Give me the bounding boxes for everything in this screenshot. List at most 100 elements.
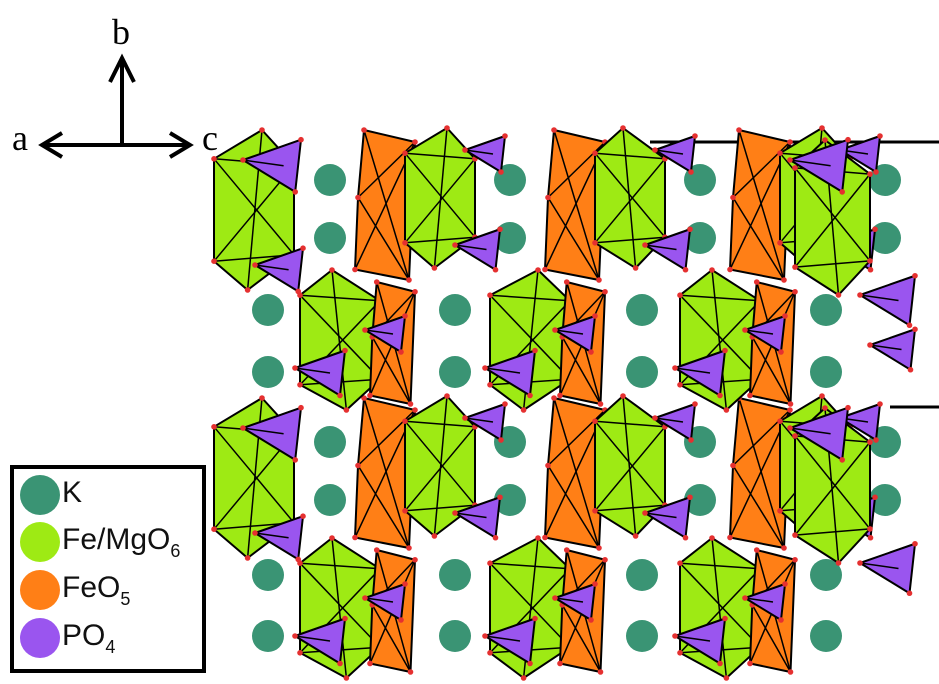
feo5-polyhedron-edge: [751, 604, 792, 673]
oxygen-atom: [412, 288, 418, 295]
femgo6-octahedron-edge: [433, 395, 448, 537]
oxygen-atom: [592, 418, 598, 425]
oxygen-atom: [632, 533, 639, 539]
legend-label-k: K: [62, 475, 83, 509]
oxygen-atom: [431, 533, 438, 539]
femgo6-octahedron-edge: [622, 127, 637, 269]
oxygen-atom: [652, 147, 658, 153]
oxygen-atom: [872, 226, 878, 233]
oxygen-atom: [444, 393, 450, 399]
femgo6-octahedron-edge: [489, 562, 571, 648]
oxygen-atom: [431, 265, 438, 271]
oxygen-atom: [747, 392, 753, 399]
oxygen-atom: [367, 660, 373, 667]
k-atom: [252, 620, 284, 652]
oxygen-atom: [545, 194, 551, 201]
oxygen-atom: [343, 675, 350, 681]
oxygen-atom: [792, 433, 798, 439]
po4-tetrahedron-edge: [789, 427, 831, 435]
oxygen-atom: [723, 675, 730, 681]
oxygen-atom: [482, 365, 488, 371]
oxygen-atom: [252, 530, 258, 536]
oxygen-atom: [402, 581, 408, 587]
oxygen-atom: [692, 133, 698, 139]
femgo6-octahedron-edge: [794, 167, 871, 262]
feo5-polyhedron-edge: [547, 465, 600, 549]
oxygen-atom: [240, 157, 246, 163]
oxygen-atom: [329, 535, 335, 541]
oxygen-atom: [532, 347, 538, 354]
oxygen-atom: [873, 169, 879, 175]
po4-tetrahedron-edge: [554, 329, 584, 335]
po4-tetrahedron-edge: [789, 138, 849, 161]
oxygen-atom: [498, 169, 504, 175]
oxygen-atom: [642, 510, 648, 516]
po4-tetrahedron-edge: [242, 427, 284, 435]
oxygen-atom: [552, 327, 558, 333]
po4-tetrahedron-edge: [294, 367, 331, 374]
oxygen-atom: [412, 139, 418, 145]
oxygen-atom: [787, 407, 793, 413]
k-atom: [439, 559, 471, 591]
legend-swatch-feo5: [20, 570, 60, 610]
femgo6-octahedron-edge: [622, 395, 637, 537]
oxygen-atom: [545, 462, 551, 469]
k-atom: [252, 356, 284, 388]
oxygen-atom: [792, 165, 798, 171]
feo5-polyhedron-edge: [357, 197, 410, 281]
oxygen-atom: [839, 189, 845, 195]
oxygen-atom: [688, 169, 694, 175]
feo5-polyhedron-edge: [363, 397, 410, 549]
oxygen-atom: [412, 407, 418, 413]
legend-item-feo5: FeO5: [20, 568, 130, 612]
po4-tetrahedron-edge: [859, 294, 899, 302]
oxygen-atom: [709, 267, 715, 273]
oxygen-atom: [857, 292, 863, 298]
oxygen-atom: [520, 407, 527, 413]
oxygen-atom: [907, 366, 914, 373]
oxygen-atom: [620, 125, 626, 131]
oxygen-atom: [602, 556, 608, 563]
oxygen-atom: [835, 292, 842, 298]
femgo6-octahedron-edge: [404, 420, 476, 506]
po4-tetrahedron-edge: [744, 315, 786, 331]
femgo6-octahedron-edge: [489, 562, 571, 570]
k-atom: [684, 484, 716, 516]
oxygen-atom: [487, 382, 493, 388]
po4-tetrahedron-edge: [464, 403, 506, 419]
oxygen-atom: [592, 240, 598, 246]
oxygen-atom: [551, 127, 557, 133]
feo5-polyhedron-edge: [371, 336, 412, 405]
po4-tetrahedron-edge: [654, 403, 696, 419]
k-atom: [314, 164, 346, 196]
oxygen-atom: [487, 650, 493, 656]
femgo6-octahedron-edge: [594, 152, 666, 238]
legend-item-femgo6: Fe/MgO6: [20, 520, 180, 564]
legend-box: K Fe/MgO6 FeO5 PO4: [10, 465, 206, 673]
oxygen-atom: [742, 327, 748, 333]
oxygen-atom: [787, 425, 793, 431]
oxygen-atom: [402, 150, 408, 156]
oxygen-atom: [602, 288, 608, 295]
oxygen-atom: [373, 279, 380, 285]
oxygen-atom: [778, 617, 784, 623]
femgo6-octahedron-edge: [213, 426, 295, 524]
femgo6-octahedron-edge: [711, 537, 728, 679]
oxygen-atom: [462, 147, 468, 153]
oxygen-atom: [782, 313, 788, 319]
k-atom: [252, 559, 284, 591]
oxygen-atom: [906, 590, 913, 597]
oxygen-atom: [877, 133, 883, 139]
oxygen-atom: [867, 439, 873, 445]
femgo6-octahedron-edge: [794, 260, 871, 268]
oxygen-atom: [342, 347, 348, 354]
oxygen-atom: [492, 534, 499, 541]
oxygen-atom: [597, 669, 604, 675]
po4-tetrahedron-edge: [674, 617, 726, 637]
oxygen-atom: [211, 156, 217, 162]
oxygen-atom: [502, 133, 508, 139]
femgo6-octahedron-edge: [331, 269, 348, 411]
po4-tetrahedron-edge: [294, 617, 346, 637]
feo5-polyhedron-edge: [363, 129, 410, 281]
